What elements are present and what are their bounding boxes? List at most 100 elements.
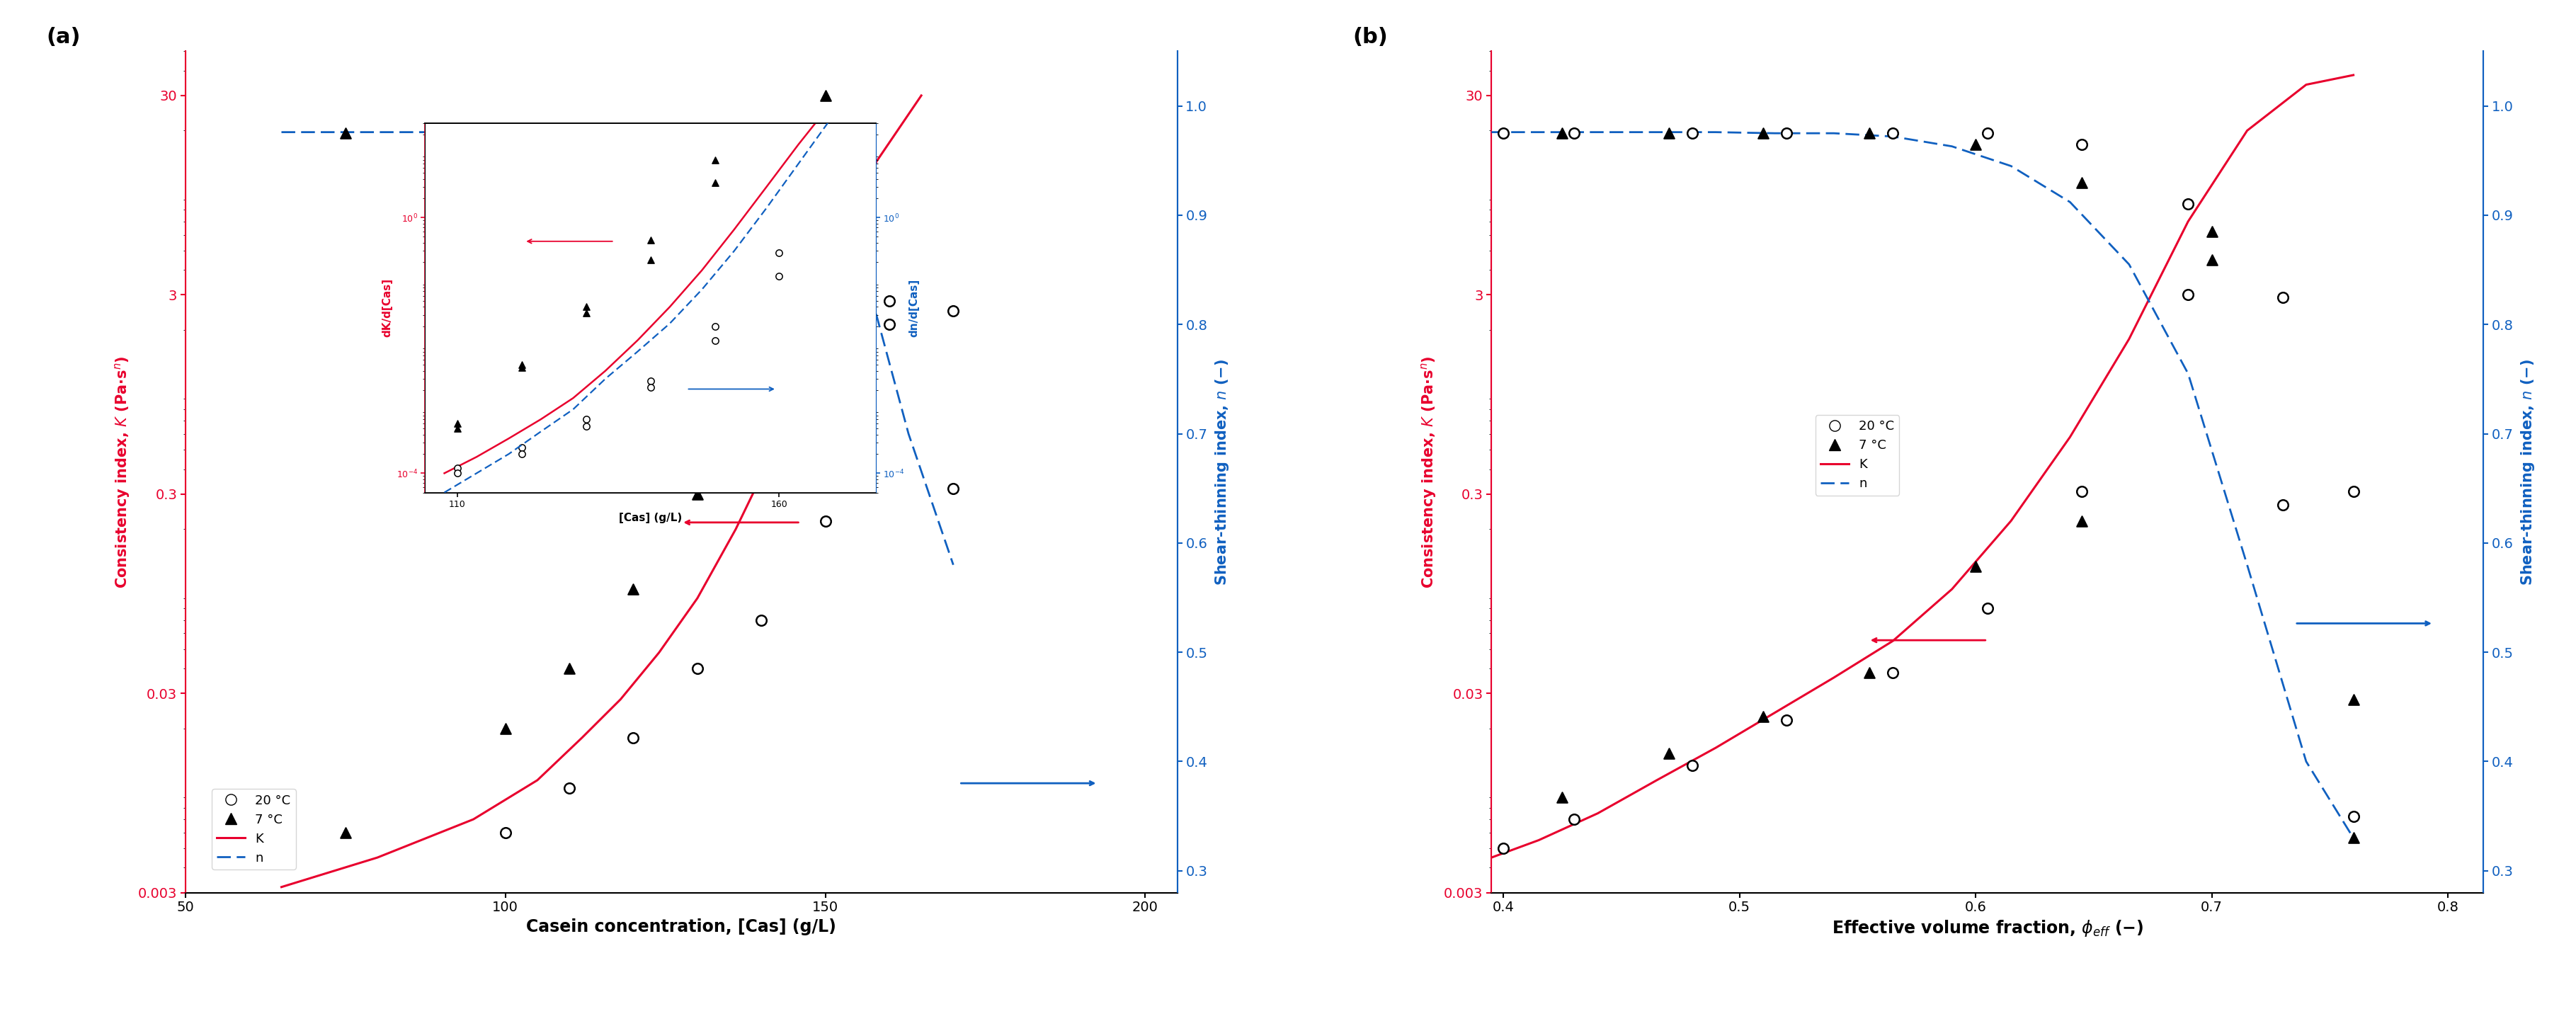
Point	[2166, 196, 2208, 212]
Point	[613, 729, 654, 746]
X-axis label: Casein concentration, [Cas] (g/L): Casein concentration, [Cas] (g/L)	[526, 918, 837, 936]
Point	[435, 416, 477, 432]
Point	[435, 460, 477, 476]
Y-axis label: Consistency index, $K$ (Pa·s$^n$): Consistency index, $K$ (Pa·s$^n$)	[1419, 356, 1437, 588]
Point	[2166, 286, 2208, 303]
Point	[1540, 789, 1582, 805]
Point	[677, 130, 719, 147]
Point	[629, 372, 670, 389]
Point	[677, 661, 719, 677]
Point	[804, 316, 845, 332]
Point	[933, 480, 974, 497]
Point	[804, 152, 845, 168]
Point	[1965, 600, 2007, 617]
Y-axis label: Consistency index, $K$ (Pa·s$^n$): Consistency index, $K$ (Pa·s$^n$)	[113, 356, 131, 588]
Point	[2334, 483, 2375, 500]
Point	[693, 332, 737, 349]
Y-axis label: Shear-thinning index, $n$ (−): Shear-thinning index, $n$ (−)	[1213, 359, 1231, 585]
Point	[549, 125, 590, 142]
Point	[1649, 745, 1690, 761]
Point	[2192, 251, 2233, 268]
X-axis label: [Cas] (g/L): [Cas] (g/L)	[618, 513, 683, 523]
Y-axis label: dn/d[Cas]: dn/d[Cas]	[909, 279, 920, 337]
Point	[2262, 289, 2303, 306]
Point	[564, 305, 608, 321]
Point	[484, 720, 526, 737]
Point	[693, 174, 737, 191]
Point	[564, 418, 608, 434]
Point	[1873, 125, 1914, 142]
Point	[1741, 708, 1783, 724]
Point	[1672, 757, 1713, 774]
Point	[564, 299, 608, 315]
Point	[500, 356, 541, 372]
Point	[693, 152, 737, 168]
Point	[2334, 692, 2375, 708]
Point	[1649, 125, 1690, 142]
Point	[1540, 125, 1582, 142]
Point	[1484, 125, 1525, 142]
X-axis label: Effective volume fraction, $\phi_{eff}$ (−): Effective volume fraction, $\phi_{eff}$ …	[1832, 918, 2143, 938]
Point	[564, 411, 608, 428]
Point	[435, 465, 477, 481]
Point	[742, 174, 783, 191]
Point	[677, 142, 719, 158]
Point	[1741, 125, 1783, 142]
Point	[1955, 136, 1996, 153]
Point	[868, 292, 909, 309]
Point	[868, 316, 909, 332]
Point	[2061, 174, 2102, 191]
Point	[500, 445, 541, 462]
Point	[1767, 712, 1808, 728]
Point	[742, 136, 783, 153]
Point	[804, 513, 845, 529]
Point	[742, 286, 783, 303]
Legend: 20 °C, 7 °C, K, n: 20 °C, 7 °C, K, n	[211, 789, 296, 869]
Point	[693, 318, 737, 334]
Point	[629, 380, 670, 396]
Point	[500, 439, 541, 456]
Point	[1873, 665, 1914, 681]
Point	[1553, 812, 1595, 828]
Point	[1484, 840, 1525, 857]
Text: (b): (b)	[1352, 27, 1388, 47]
Point	[757, 244, 799, 261]
Point	[1965, 125, 2007, 142]
Point	[325, 825, 366, 841]
Text: (a): (a)	[46, 27, 80, 47]
Point	[2334, 807, 2375, 824]
Point	[1850, 665, 1891, 681]
Point	[2262, 497, 2303, 513]
Point	[549, 125, 590, 142]
Point	[1553, 125, 1595, 142]
Y-axis label: Shear-thinning index, $n$ (−): Shear-thinning index, $n$ (−)	[2519, 359, 2537, 585]
Point	[2061, 483, 2102, 500]
Point	[1672, 125, 1713, 142]
Point	[2334, 830, 2375, 846]
Point	[325, 125, 366, 142]
Point	[2192, 224, 2233, 240]
Point	[613, 581, 654, 597]
Point	[500, 359, 541, 376]
Point	[484, 825, 526, 841]
Point	[435, 421, 477, 437]
Point	[613, 125, 654, 142]
Y-axis label: dK/d[Cas]: dK/d[Cas]	[381, 278, 392, 338]
Point	[1850, 125, 1891, 142]
Point	[804, 87, 845, 104]
Point	[2061, 513, 2102, 529]
Point	[757, 268, 799, 284]
Point	[677, 486, 719, 503]
Point	[484, 125, 526, 142]
Point	[742, 611, 783, 628]
Legend: 20 °C, 7 °C, K, n: 20 °C, 7 °C, K, n	[1816, 415, 1899, 496]
Point	[549, 780, 590, 796]
Point	[629, 232, 670, 248]
Point	[1955, 558, 1996, 575]
Point	[2061, 136, 2102, 153]
Point	[933, 303, 974, 319]
Point	[549, 661, 590, 677]
Point	[613, 130, 654, 147]
Point	[1767, 125, 1808, 142]
Point	[629, 251, 670, 268]
